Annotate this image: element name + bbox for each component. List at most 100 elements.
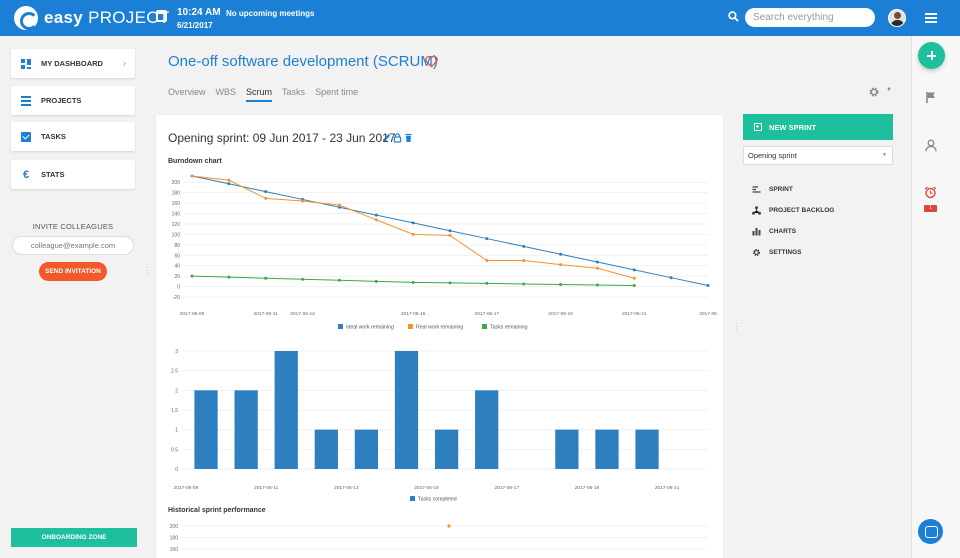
data-point <box>595 260 599 264</box>
menu-item-label: SETTINGS <box>769 249 802 256</box>
x-tick-label: 2017-06-21 <box>622 311 647 317</box>
hamburger-menu-icon[interactable] <box>925 13 937 23</box>
euro-icon: € <box>22 168 30 181</box>
search-input[interactable] <box>745 8 875 27</box>
y-tick-label: 180 <box>172 191 181 197</box>
sidebar-item-label: PROJECTS <box>41 96 82 105</box>
data-point <box>522 282 526 286</box>
y-tick-label: 180 <box>170 536 179 542</box>
data-point <box>706 284 710 288</box>
delete-trash-icon[interactable] <box>404 132 413 143</box>
send-invitation-button[interactable]: SEND INVITATION <box>39 262 107 281</box>
menu-item-label: PROJECT BACKLOG <box>769 207 835 214</box>
meetings-status[interactable]: No upcoming meetings <box>226 9 315 18</box>
lock-icon[interactable] <box>393 132 402 143</box>
flag-icon[interactable] <box>925 91 937 104</box>
sprint-select-value: Opening sprint <box>748 151 797 160</box>
gear-icon[interactable] <box>868 86 880 98</box>
add-fab-button[interactable] <box>918 42 945 69</box>
data-point <box>522 258 526 262</box>
legend-swatch <box>338 324 343 329</box>
edit-pencil-icon[interactable] <box>382 132 391 143</box>
invite-title: INVITE COLLEAGUES <box>32 222 114 231</box>
menu-item-label: CHARTS <box>769 228 797 235</box>
current-date: 6/21/2017 <box>177 21 213 30</box>
bar <box>234 390 258 469</box>
bar <box>555 429 579 469</box>
menu-item-project-backlog[interactable]: PROJECT BACKLOG <box>752 206 834 215</box>
legend-swatch <box>482 324 487 329</box>
onboarding-zone-button[interactable]: ONBOARDING ZONE <box>11 528 137 547</box>
tab-tasks[interactable]: Tasks <box>282 87 306 97</box>
menu-item-settings[interactable]: SETTINGS <box>752 248 802 257</box>
tab-scrum[interactable]: Scrum <box>246 87 273 102</box>
burndown-chart-label: Burndown chart <box>168 158 222 165</box>
y-tick-label: 160 <box>170 547 179 553</box>
x-tick-label: 2017-06-11 <box>254 485 279 491</box>
search-icon[interactable] <box>728 11 739 22</box>
app-logo[interactable]: easy PROJECT <box>14 6 170 30</box>
avatar[interactable] <box>888 9 906 27</box>
data-point <box>559 282 563 286</box>
y-tick-label: 40 <box>174 264 180 270</box>
y-tick-label: 80 <box>174 243 180 249</box>
card-resize-handle[interactable]: · · · <box>735 319 738 334</box>
data-point <box>447 524 451 528</box>
sidebar-item-stats[interactable]: € STATS <box>11 160 135 189</box>
tab-spent-time[interactable]: Spent time <box>315 87 359 97</box>
y-tick-label: 120 <box>172 222 181 228</box>
data-point <box>632 268 636 272</box>
menu-item-charts[interactable]: CHARTS <box>752 227 796 236</box>
favorite-heart-icon[interactable] <box>425 55 438 68</box>
bar <box>274 351 298 469</box>
data-point <box>264 276 268 280</box>
tab-wbs[interactable]: WBS <box>215 87 237 97</box>
page-title[interactable]: One-off software development (SCRUM) <box>168 53 438 70</box>
x-tick-label: 2017-06-15 <box>414 485 439 491</box>
menu-item-sprint[interactable]: SPRINT <box>752 185 793 194</box>
data-point <box>448 281 452 285</box>
y-tick-label: 0 <box>177 285 180 291</box>
calendar-icon[interactable] <box>156 10 167 22</box>
sidebar-item-tasks[interactable]: TASKS <box>11 122 135 151</box>
x-tick-label: 2017-06-12 <box>290 311 315 317</box>
sidebar-item-label: MY DASHBOARD <box>41 59 103 68</box>
data-point <box>264 196 268 200</box>
sprint-select[interactable]: Opening sprint ▼ <box>743 146 893 165</box>
sprint-card: Opening sprint: 09 Jun 2017 - 23 Jun 201… <box>156 115 723 558</box>
data-point <box>190 274 194 278</box>
current-time: 10:24 AM <box>177 7 221 18</box>
data-point <box>485 258 489 262</box>
plus-icon <box>754 123 762 131</box>
data-point <box>411 280 415 284</box>
sidebar-item-projects[interactable]: PROJECTS <box>11 86 135 115</box>
y-tick-label: 2.5 <box>171 369 178 375</box>
sidebar-item-my-dashboard[interactable]: MY DASHBOARD › <box>11 49 135 78</box>
data-point <box>559 263 563 267</box>
logo-icon <box>14 6 38 30</box>
legend-label: Real work remaining <box>416 325 463 331</box>
y-tick-label: 3 <box>175 349 178 355</box>
data-point <box>374 218 378 222</box>
historical-performance-chart: 200 180 160 <box>170 524 708 553</box>
alarm-count-badge: 1 <box>924 205 937 212</box>
chat-button[interactable] <box>918 519 943 544</box>
data-point <box>448 233 452 237</box>
legend-swatch <box>408 324 413 329</box>
sidebar-resize-handle[interactable]: · · · <box>146 263 149 278</box>
right-rail <box>911 36 960 558</box>
alarm-clock-icon[interactable] <box>924 186 937 199</box>
chevron-down-icon[interactable]: ▼ <box>886 87 892 93</box>
tab-overview[interactable]: Overview <box>168 87 206 97</box>
new-sprint-button[interactable]: NEW SPRINT <box>743 114 893 140</box>
bar <box>194 390 218 469</box>
legend-label: Tasks remaining <box>490 325 528 331</box>
data-point <box>337 203 341 207</box>
y-tick-label: 200 <box>170 524 179 530</box>
top-bar: easy PROJECT 10:24 AM 6/21/2017 No upcom… <box>0 0 960 36</box>
sprint-icon <box>752 186 761 193</box>
data-point <box>227 178 231 182</box>
user-icon[interactable] <box>925 139 937 152</box>
y-tick-label: 140 <box>172 212 181 218</box>
invite-email-field[interactable] <box>12 236 134 255</box>
